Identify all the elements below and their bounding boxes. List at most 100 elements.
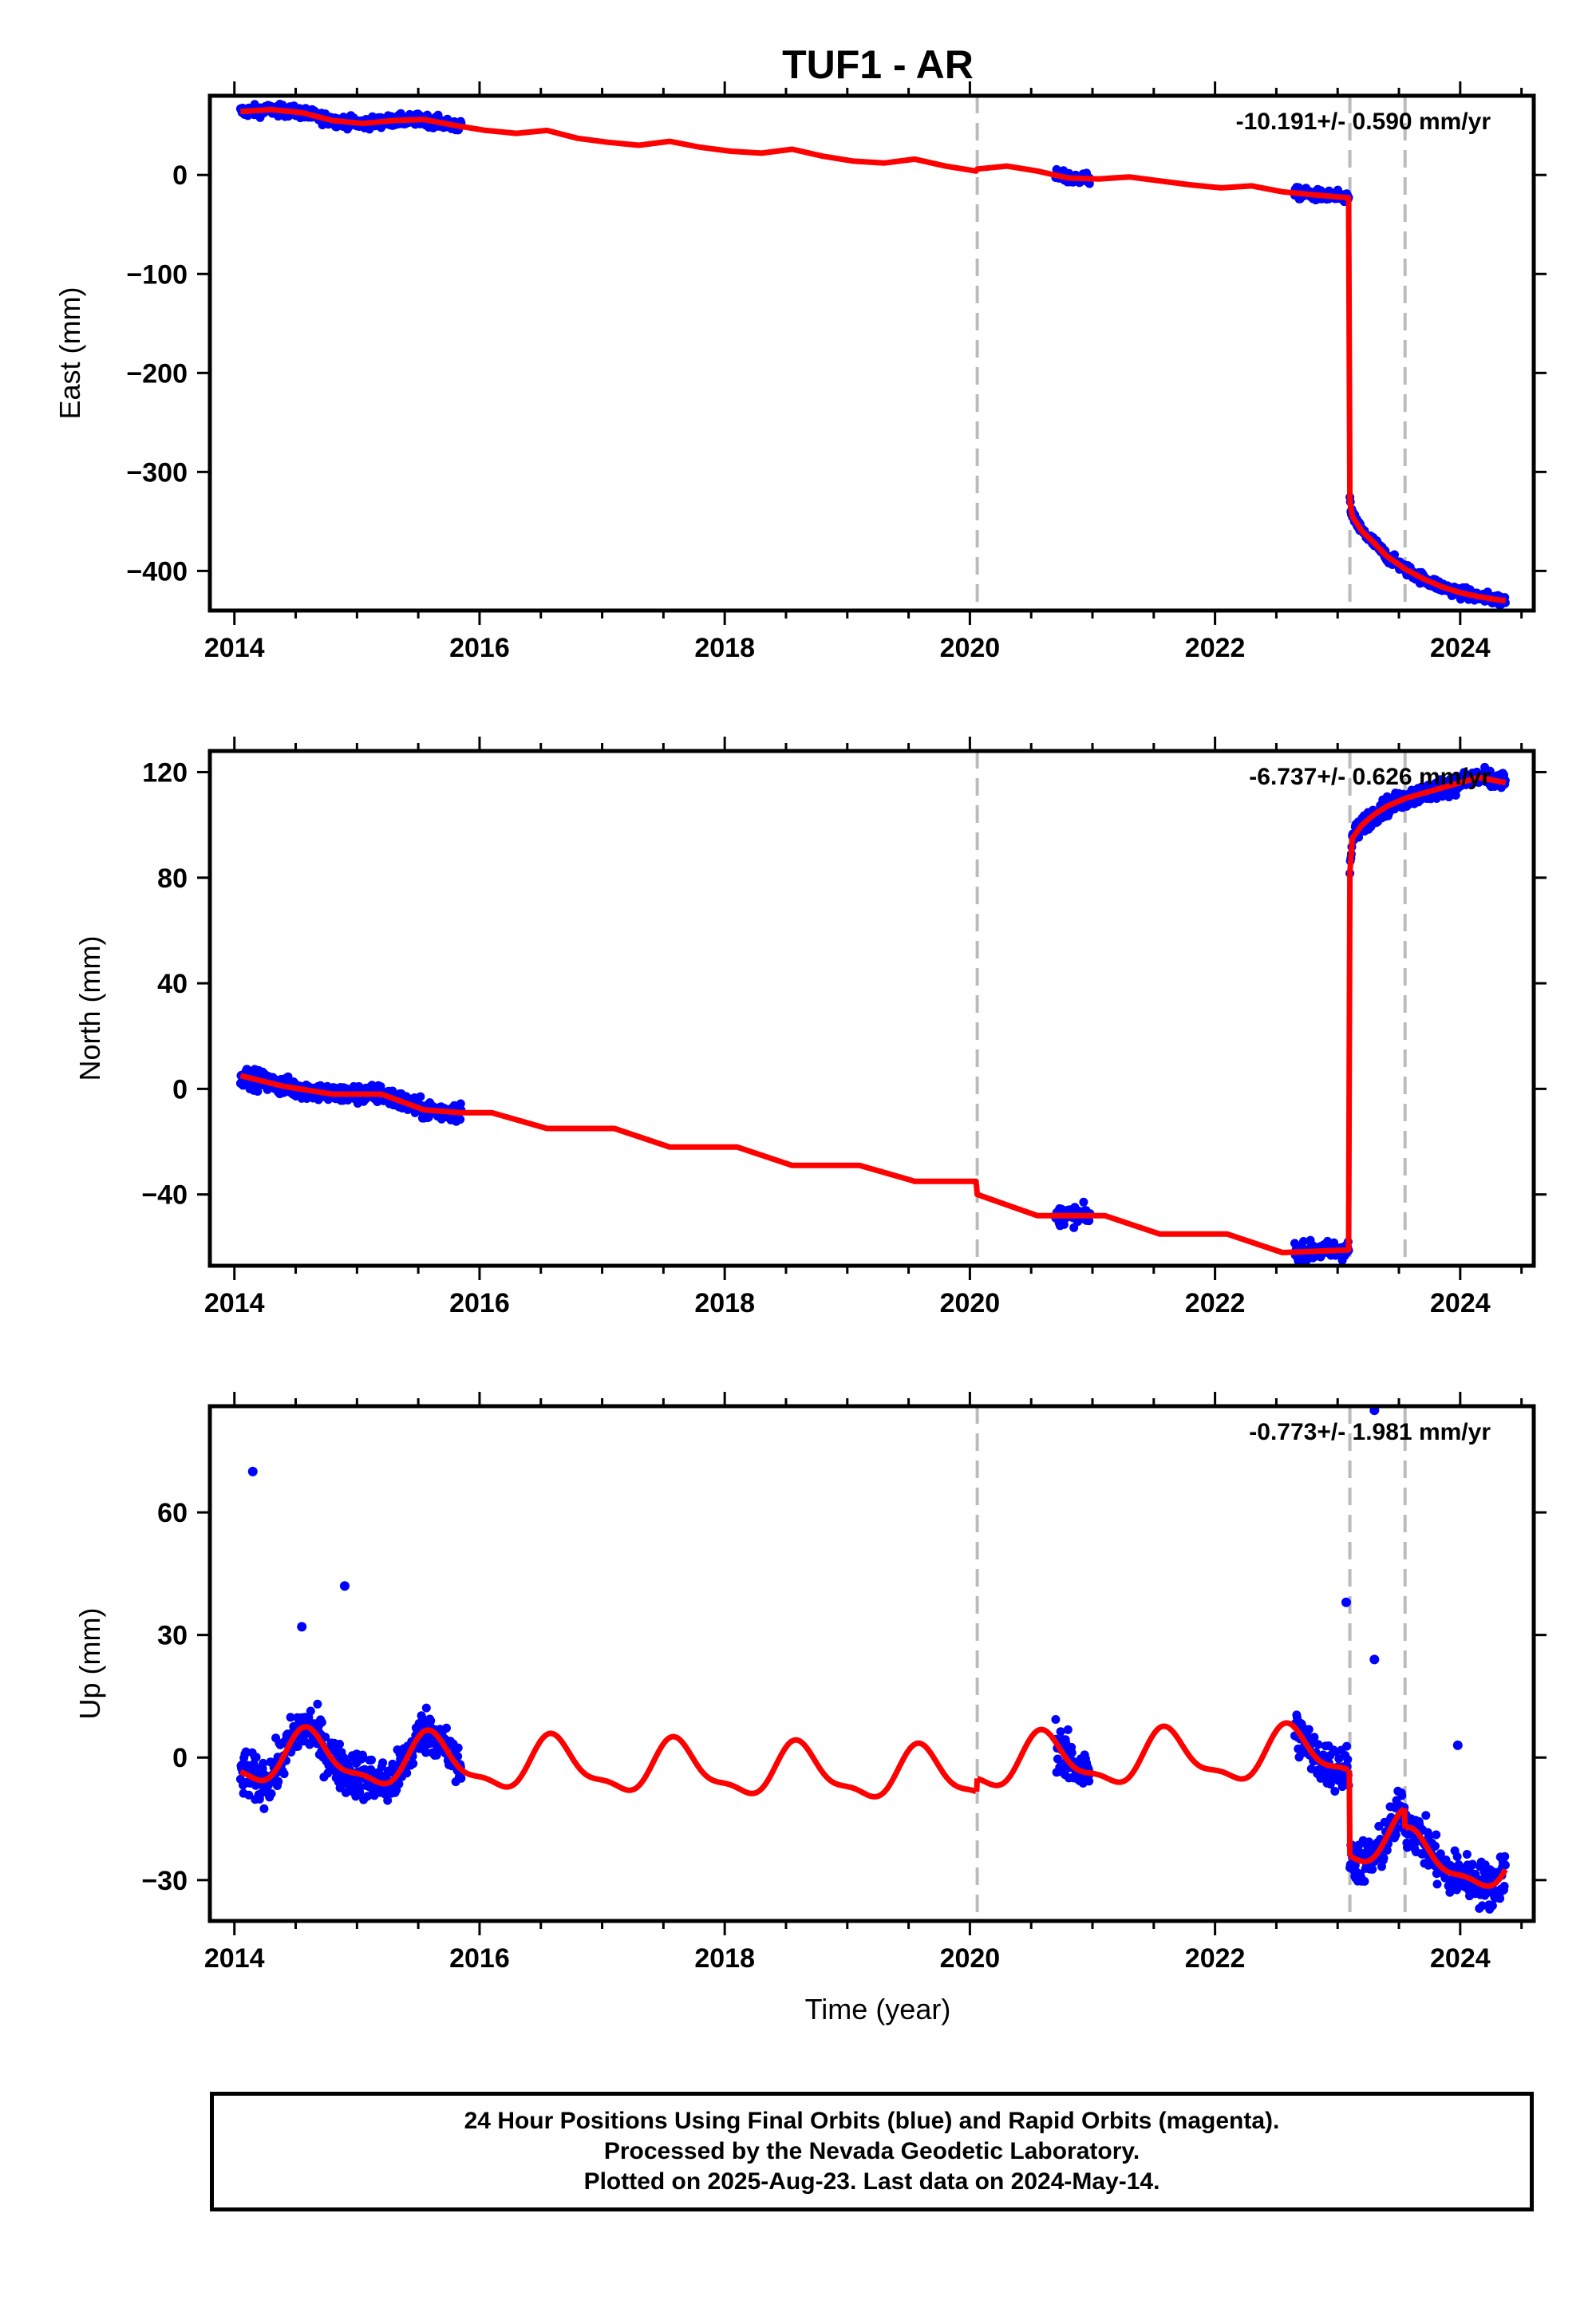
data-point	[378, 1758, 388, 1768]
data-point	[1431, 1841, 1440, 1851]
data-point	[421, 1703, 431, 1713]
data-point	[409, 1759, 418, 1769]
data-point	[274, 1777, 283, 1786]
x-tick-label: 2018	[694, 1288, 755, 1318]
x-tick-label: 2022	[1185, 633, 1246, 663]
chart-title: TUF1 - AR	[782, 42, 974, 87]
data-point	[342, 1788, 350, 1797]
outlier-point	[297, 1622, 307, 1632]
panel-frame	[207, 1404, 1536, 1923]
data-point	[335, 1740, 344, 1749]
data-point	[1421, 1811, 1431, 1820]
x-tick-label: 2018	[694, 1943, 755, 1974]
data-points-east	[235, 100, 1510, 610]
data-points-north	[235, 762, 1510, 1266]
data-point	[1432, 1830, 1441, 1840]
data-point	[1310, 1733, 1319, 1742]
data-point	[1500, 1860, 1510, 1870]
y-tick-label: 0	[172, 1743, 188, 1773]
data-point	[251, 1753, 261, 1762]
data-point	[1314, 1740, 1323, 1749]
data-point	[1063, 1725, 1073, 1734]
data-point	[1343, 1755, 1353, 1765]
x-tick-label: 2014	[204, 1288, 265, 1318]
y-tick-label: −100	[126, 259, 188, 290]
data-point	[244, 1790, 254, 1800]
x-tick-label: 2016	[449, 1288, 510, 1318]
data-point	[259, 1804, 269, 1813]
panel-north: 2014 2016 2018 2020 2022 2024 120 80 40 0 −40 North…	[73, 737, 1547, 1318]
model-line	[1403, 1824, 1508, 1889]
outlier-point	[1452, 1740, 1463, 1750]
data-point	[1056, 1727, 1065, 1737]
data-point	[1330, 1787, 1340, 1796]
data-point	[1053, 1754, 1062, 1764]
data-point	[1487, 1901, 1497, 1911]
outlier-point	[1369, 1406, 1380, 1416]
data-point	[1379, 1853, 1389, 1863]
data-point	[1391, 1830, 1400, 1840]
data-point	[1067, 1748, 1077, 1757]
data-point	[1452, 1852, 1462, 1861]
data-point	[1368, 1864, 1377, 1874]
data-point	[456, 1099, 465, 1109]
footer-line-3: Plotted on 2025-Aug-23. Last data on 202…	[583, 2168, 1160, 2195]
x-tick-label: 2024	[1430, 633, 1491, 663]
outlier-point	[339, 1581, 350, 1591]
model-line	[239, 1724, 978, 1800]
x-tick-label: 2020	[940, 633, 1001, 663]
x-tick-label: 2016	[449, 633, 510, 663]
y-tick-label: 80	[157, 864, 188, 894]
data-point	[456, 1773, 466, 1783]
outlier-point	[1369, 1654, 1380, 1665]
data-point	[267, 1789, 276, 1798]
panel-frame	[207, 93, 1536, 613]
x-tick-label: 2014	[204, 1943, 265, 1974]
data-point	[293, 1741, 302, 1751]
data-point	[286, 1713, 295, 1722]
model-line	[1348, 1806, 1406, 1865]
data-point	[279, 1769, 289, 1779]
data-point	[1342, 1741, 1352, 1751]
y-axis-label: East (mm)	[53, 287, 86, 420]
x-tick-label: 2016	[449, 1943, 510, 1974]
x-tick-label: 2020	[940, 1288, 1001, 1318]
data-point	[421, 1748, 431, 1757]
y-tick-label: −400	[126, 556, 188, 587]
panel-east: 2014 2016 2018 2020 2022 2024 0 −100 −200 −300 −40…	[53, 81, 1547, 663]
model-offset-jump	[1346, 1770, 1353, 1856]
data-point	[416, 1092, 425, 1101]
data-point	[1462, 1850, 1472, 1859]
data-point	[1468, 1860, 1477, 1869]
plot-area-up	[235, 1406, 1510, 1921]
x-axis-label: Time (year)	[805, 1993, 951, 2026]
data-point	[1051, 1715, 1061, 1724]
y-tick-label: 30	[157, 1621, 188, 1651]
data-point	[453, 1743, 463, 1753]
data-points-up	[235, 1406, 1510, 1914]
data-point	[1499, 1882, 1509, 1891]
y-tick-label: −300	[126, 457, 188, 488]
data-point	[426, 1716, 436, 1725]
model-line	[975, 1720, 1350, 1788]
data-point	[394, 1779, 404, 1788]
y-tick-label: 120	[142, 757, 188, 788]
model-line	[240, 106, 1507, 604]
x-tick-label: 2020	[940, 1943, 1001, 1974]
model-line	[239, 774, 1507, 1255]
data-point	[1495, 1894, 1505, 1903]
x-tick-label: 2022	[1185, 1288, 1246, 1318]
data-point	[1360, 1876, 1369, 1886]
y-tick-label: 40	[157, 969, 188, 999]
data-point	[321, 1733, 330, 1742]
data-point	[1432, 1879, 1442, 1889]
data-point	[442, 1723, 451, 1733]
panel-up: 2014 2016 2018 2020 2022 2024 60 30 0 −30 Up (mm) -…	[73, 1392, 1547, 1974]
y-axis-label: North (mm)	[73, 936, 106, 1081]
x-tick-label: 2022	[1185, 1943, 1246, 1974]
data-point	[1436, 1849, 1445, 1859]
data-point	[1084, 1777, 1094, 1786]
model-offset-jump	[1401, 1808, 1408, 1829]
velocity-annotation: -0.773+/- 1.981 mm/yr	[1249, 1419, 1491, 1445]
